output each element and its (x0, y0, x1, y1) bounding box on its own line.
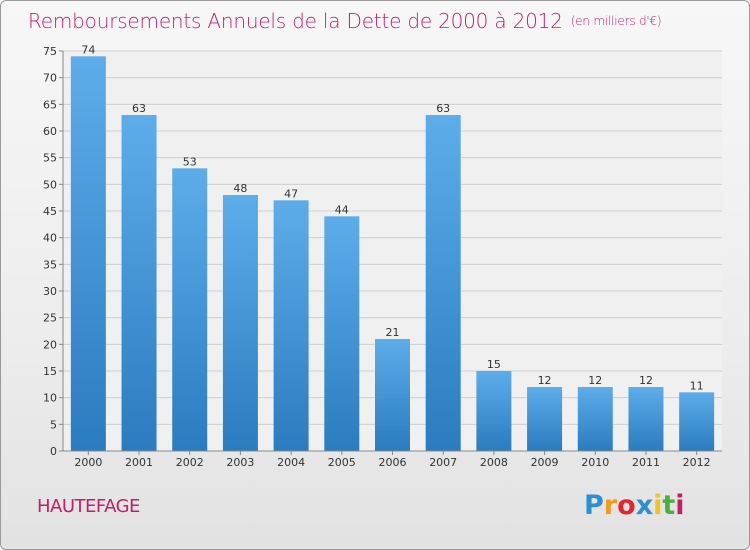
bar-value-label: 74 (81, 43, 95, 56)
bar (121, 115, 157, 451)
y-tick-label: 15 (43, 365, 57, 378)
bar-value-label: 63 (436, 102, 450, 115)
y-tick-label: 60 (43, 125, 57, 138)
y-tick-label: 50 (43, 178, 57, 191)
x-tick-label: 2011 (632, 456, 660, 469)
logo-letter: P (584, 490, 604, 521)
bar (375, 339, 410, 451)
x-tick-label: 2012 (683, 456, 711, 469)
x-tick-label: 2010 (581, 456, 609, 469)
bar-value-label: 53 (183, 155, 197, 168)
bar (476, 371, 512, 451)
bar-value-label: 63 (132, 102, 146, 115)
logo-letter: o (617, 490, 636, 521)
x-tick-label: 2002 (176, 456, 204, 469)
bar (222, 195, 258, 451)
bar (70, 56, 106, 451)
chart-subtitle: (en milliers d'€) (570, 14, 662, 28)
x-tick-label: 2004 (277, 456, 305, 469)
x-tick-label: 2003 (226, 456, 254, 469)
bar (273, 200, 309, 451)
y-tick-label: 40 (43, 232, 57, 245)
x-tick-label: 2000 (74, 456, 102, 469)
y-tick-label: 20 (43, 338, 57, 351)
bar (577, 387, 613, 451)
bar (628, 387, 664, 451)
logo-letter: i (675, 490, 685, 521)
y-tick-label: 0 (50, 445, 57, 458)
bar (679, 392, 715, 451)
y-tick-label: 45 (43, 205, 57, 218)
y-tick-label: 70 (43, 72, 57, 85)
bar (172, 168, 208, 452)
x-tick-label: 2008 (480, 456, 508, 469)
bar-value-label: 47 (284, 187, 298, 200)
y-tick-label: 10 (43, 392, 57, 405)
bar (527, 387, 563, 451)
bar-value-label: 15 (487, 358, 501, 371)
logo-letter: r (603, 490, 618, 521)
logo-letter: i (653, 490, 663, 521)
bar (324, 216, 360, 451)
y-axis: 0 5 10 15 20 25 30 35 40 45 50 55 60 65 70 75 (43, 45, 64, 458)
x-tick-label: 2007 (429, 456, 457, 469)
bar (425, 115, 461, 451)
bar-value-label: 44 (335, 203, 349, 216)
y-tick-label: 35 (43, 258, 57, 271)
x-tick-label: 2006 (379, 456, 407, 469)
bar-value-label: 21 (386, 326, 400, 339)
y-tick-label: 5 (50, 418, 57, 431)
y-tick-label: 30 (43, 285, 57, 298)
bar-value-label: 12 (639, 374, 653, 387)
x-tick-label: 2005 (328, 456, 356, 469)
x-axis: 2000 2001 2002 2003 2004 2005 2006 2007 2008 2009… (63, 450, 722, 469)
bar-value-label: 12 (538, 374, 552, 387)
commune-name: HAUTEFAGE (37, 496, 140, 517)
y-tick-label: 75 (43, 45, 57, 58)
logo-letter: x (635, 490, 654, 521)
x-tick-label: 2009 (531, 456, 559, 469)
logo-letter: t (662, 490, 676, 521)
y-tick-label: 25 (43, 312, 57, 325)
bars: 74 63 53 48 47 44 21 63 15 12 12 12 11 (70, 43, 715, 452)
y-tick-label: 65 (43, 98, 57, 111)
chart-title-text: Remboursements Annuels de la Dette de 20… (28, 9, 563, 33)
proxiti-logo[interactable]: Proxiti (584, 490, 685, 521)
bar-value-label: 12 (588, 374, 602, 387)
bar-value-label: 48 (233, 182, 247, 195)
y-tick-label: 55 (43, 152, 57, 165)
bar-value-label: 11 (690, 379, 704, 392)
x-tick-label: 2001 (125, 456, 153, 469)
chart-title: Remboursements Annuels de la Dette de 20… (28, 9, 662, 33)
